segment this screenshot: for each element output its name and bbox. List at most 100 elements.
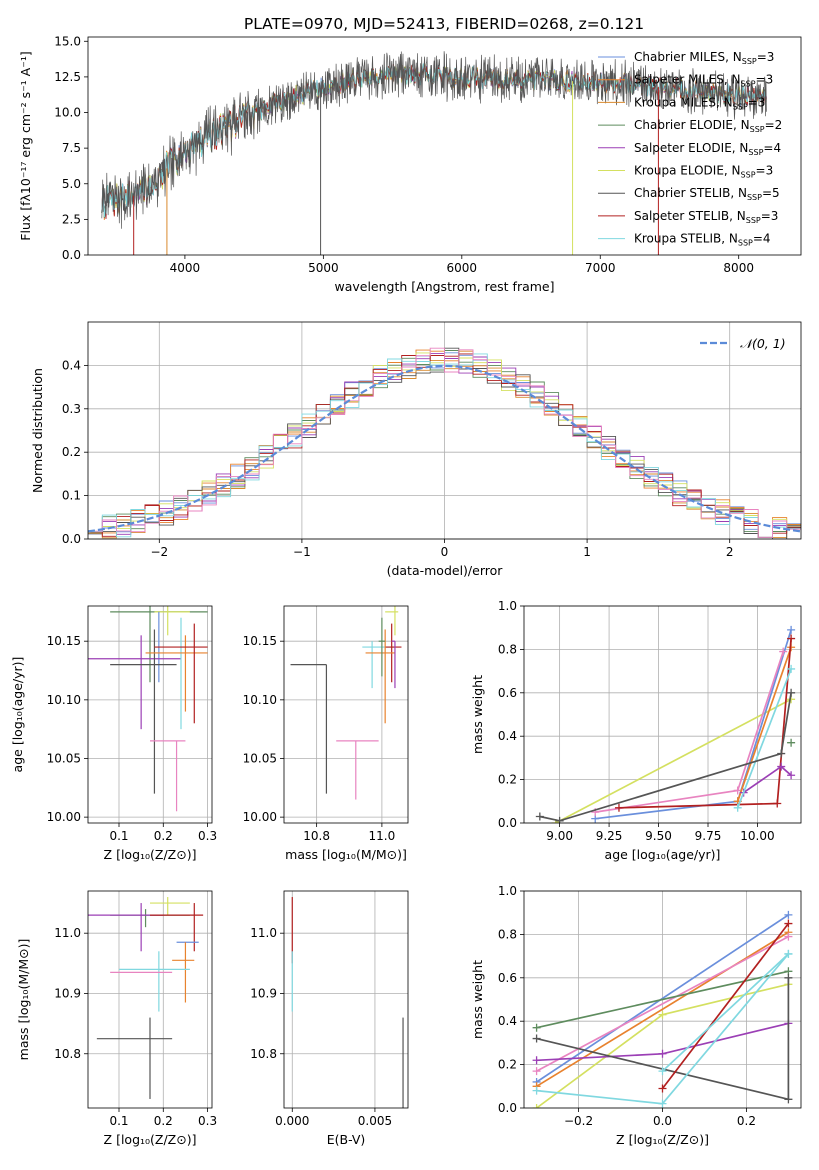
x-tick-label: 0.3 — [198, 829, 217, 843]
y-tick-label: 0.1 — [62, 489, 81, 503]
y-tick-label: 0.8 — [498, 642, 517, 656]
x-tick-label: 0.1 — [109, 829, 128, 843]
x-axis-label: Z [log₁₀(Z/Z⊙)] — [104, 847, 197, 862]
y-tick-label: 0.4 — [498, 1014, 517, 1028]
y-tick-label: 10.10 — [243, 693, 277, 707]
legend-label: Chabrier STELIB, NSSP=5 — [634, 186, 780, 202]
y-axis-label: mass [log₁₀(M/M⊙)] — [16, 939, 31, 1061]
weight-marker — [784, 973, 793, 982]
weight-marker — [777, 762, 786, 771]
weight-marker — [773, 799, 782, 808]
weight-line — [536, 914, 789, 1083]
y-tick-label: 11.0 — [250, 926, 277, 940]
y-tick-label: 10.0 — [54, 106, 81, 120]
weight_vs_age-lines — [535, 625, 796, 823]
weight-line — [736, 668, 792, 809]
y-tick-label: 7.5 — [62, 141, 81, 155]
y-tick-label: 12.5 — [54, 70, 81, 84]
weight-line — [595, 629, 792, 820]
legend-label: 𝒩(0, 1) — [740, 336, 786, 351]
weight-marker — [532, 1067, 541, 1076]
x-tick-label: 0 — [441, 545, 449, 559]
x-tick-label: −2 — [150, 545, 168, 559]
axes-frame — [87, 890, 213, 1109]
x-axis-label: Z [log₁₀(Z/Z⊙)] — [104, 1132, 197, 1147]
axes-frame — [87, 321, 802, 540]
weight-line — [539, 692, 792, 822]
y-axis-label: Normed distribution — [30, 368, 45, 493]
x-tick-label: 0.2 — [154, 829, 173, 843]
x-tick-label: 7000 — [585, 261, 616, 275]
y-tick-label: 0.6 — [498, 686, 517, 700]
x-tick-label: 0.2 — [154, 1114, 173, 1128]
legend-label: Salpeter STELIB, NSSP=3 — [634, 209, 778, 225]
axes-frame — [87, 36, 802, 256]
weight-marker — [787, 664, 796, 673]
y-tick-label: 10.15 — [243, 634, 277, 648]
x-tick-label: 11.0 — [369, 829, 396, 843]
weight-marker — [614, 803, 623, 812]
mass_vs_ebv-axes: 0.000 0.005 10.8 10.9 11.0 E(B-V) — [250, 891, 408, 1147]
x-axis-label: mass [log₁₀(M/M⊙)] — [285, 847, 407, 862]
x-tick-label: 9.00 — [546, 829, 573, 843]
x-axis-label: wavelength [Angstrom, rest frame] — [334, 279, 554, 294]
axes-frame — [523, 890, 802, 1109]
figure-title: PLATE=0970, MJD=52413, FIBERID=0268, z=0… — [244, 15, 644, 33]
weight-marker — [535, 812, 544, 821]
x-tick-label: 4000 — [170, 261, 201, 275]
weight-marker — [784, 919, 793, 928]
x-tick-label: 9.25 — [596, 829, 623, 843]
weight-marker — [784, 910, 793, 919]
y-tick-label: 0.8 — [498, 927, 517, 941]
weight-marker — [787, 625, 796, 634]
age_vs_Z-points — [88, 606, 208, 812]
y-tick-label: 10.8 — [250, 1047, 277, 1061]
y-tick-label: 10.00 — [47, 810, 81, 824]
y-tick-label: 10.05 — [47, 751, 81, 765]
x-axis-label: E(B-V) — [327, 1132, 366, 1147]
weight-line — [661, 922, 790, 1090]
weight-marker — [532, 1104, 541, 1108]
y-tick-label: 10.10 — [47, 693, 81, 707]
y-axis-label: age [log₁₀(age/yr)] — [10, 657, 25, 773]
weight-marker — [658, 1084, 667, 1093]
weight-line — [536, 931, 789, 1088]
legend-label: Chabrier MILES, NSSP=3 — [634, 50, 774, 66]
weight-marker — [733, 786, 742, 795]
axes-frame — [283, 605, 409, 824]
x-tick-label: 0.1 — [109, 1114, 128, 1128]
weight-marker — [777, 749, 786, 758]
x-tick-label: 9.75 — [695, 829, 722, 843]
weight-marker — [532, 1034, 541, 1043]
x-tick-label: 1 — [583, 545, 591, 559]
y-tick-label: 0.2 — [498, 773, 517, 787]
spectrum-line-6 — [101, 51, 767, 229]
legend-label: Chabrier ELODIE, NSSP=2 — [634, 118, 782, 134]
x-tick-label: 2 — [726, 545, 734, 559]
x-tick-label: −1 — [293, 545, 311, 559]
y-tick-label: 0.3 — [62, 402, 81, 416]
y-tick-label: 10.8 — [54, 1047, 81, 1061]
legend-label: Kroupa ELODIE, NSSP=3 — [634, 164, 773, 180]
mass_vs_ebv-points — [291, 897, 404, 1108]
plots-layer: 4000 5000 6000 7000 80000.02.55.07.510.012.5… — [10, 34, 802, 1147]
legend-label: Kroupa STELIB, NSSP=4 — [634, 232, 771, 248]
weight-marker — [787, 634, 796, 643]
y-tick-label: 1.0 — [498, 599, 517, 613]
x-tick-label: 0.005 — [358, 1114, 392, 1128]
weight-line — [555, 698, 792, 823]
weight-line — [661, 953, 789, 1072]
x-tick-label: 0.3 — [198, 1114, 217, 1128]
x-tick-label: −0.2 — [564, 1114, 593, 1128]
y-axis-label: mass weight — [470, 675, 485, 754]
y-tick-label: 0.0 — [498, 816, 517, 830]
axes-frame — [283, 890, 409, 1109]
weight-marker — [784, 1095, 793, 1104]
weight_vs_Z-lines — [532, 910, 793, 1108]
y-axis-label: mass weight — [470, 960, 485, 1039]
y-tick-label: 10.00 — [243, 810, 277, 824]
age_vs_Z-axes: 0.1 0.2 0.3 10.00 10.05 10.10 10.15 Z [log₁₀(Z/… — [10, 606, 217, 862]
y-tick-label: 2.5 — [62, 212, 81, 226]
y-tick-label: 10.9 — [54, 986, 81, 1000]
